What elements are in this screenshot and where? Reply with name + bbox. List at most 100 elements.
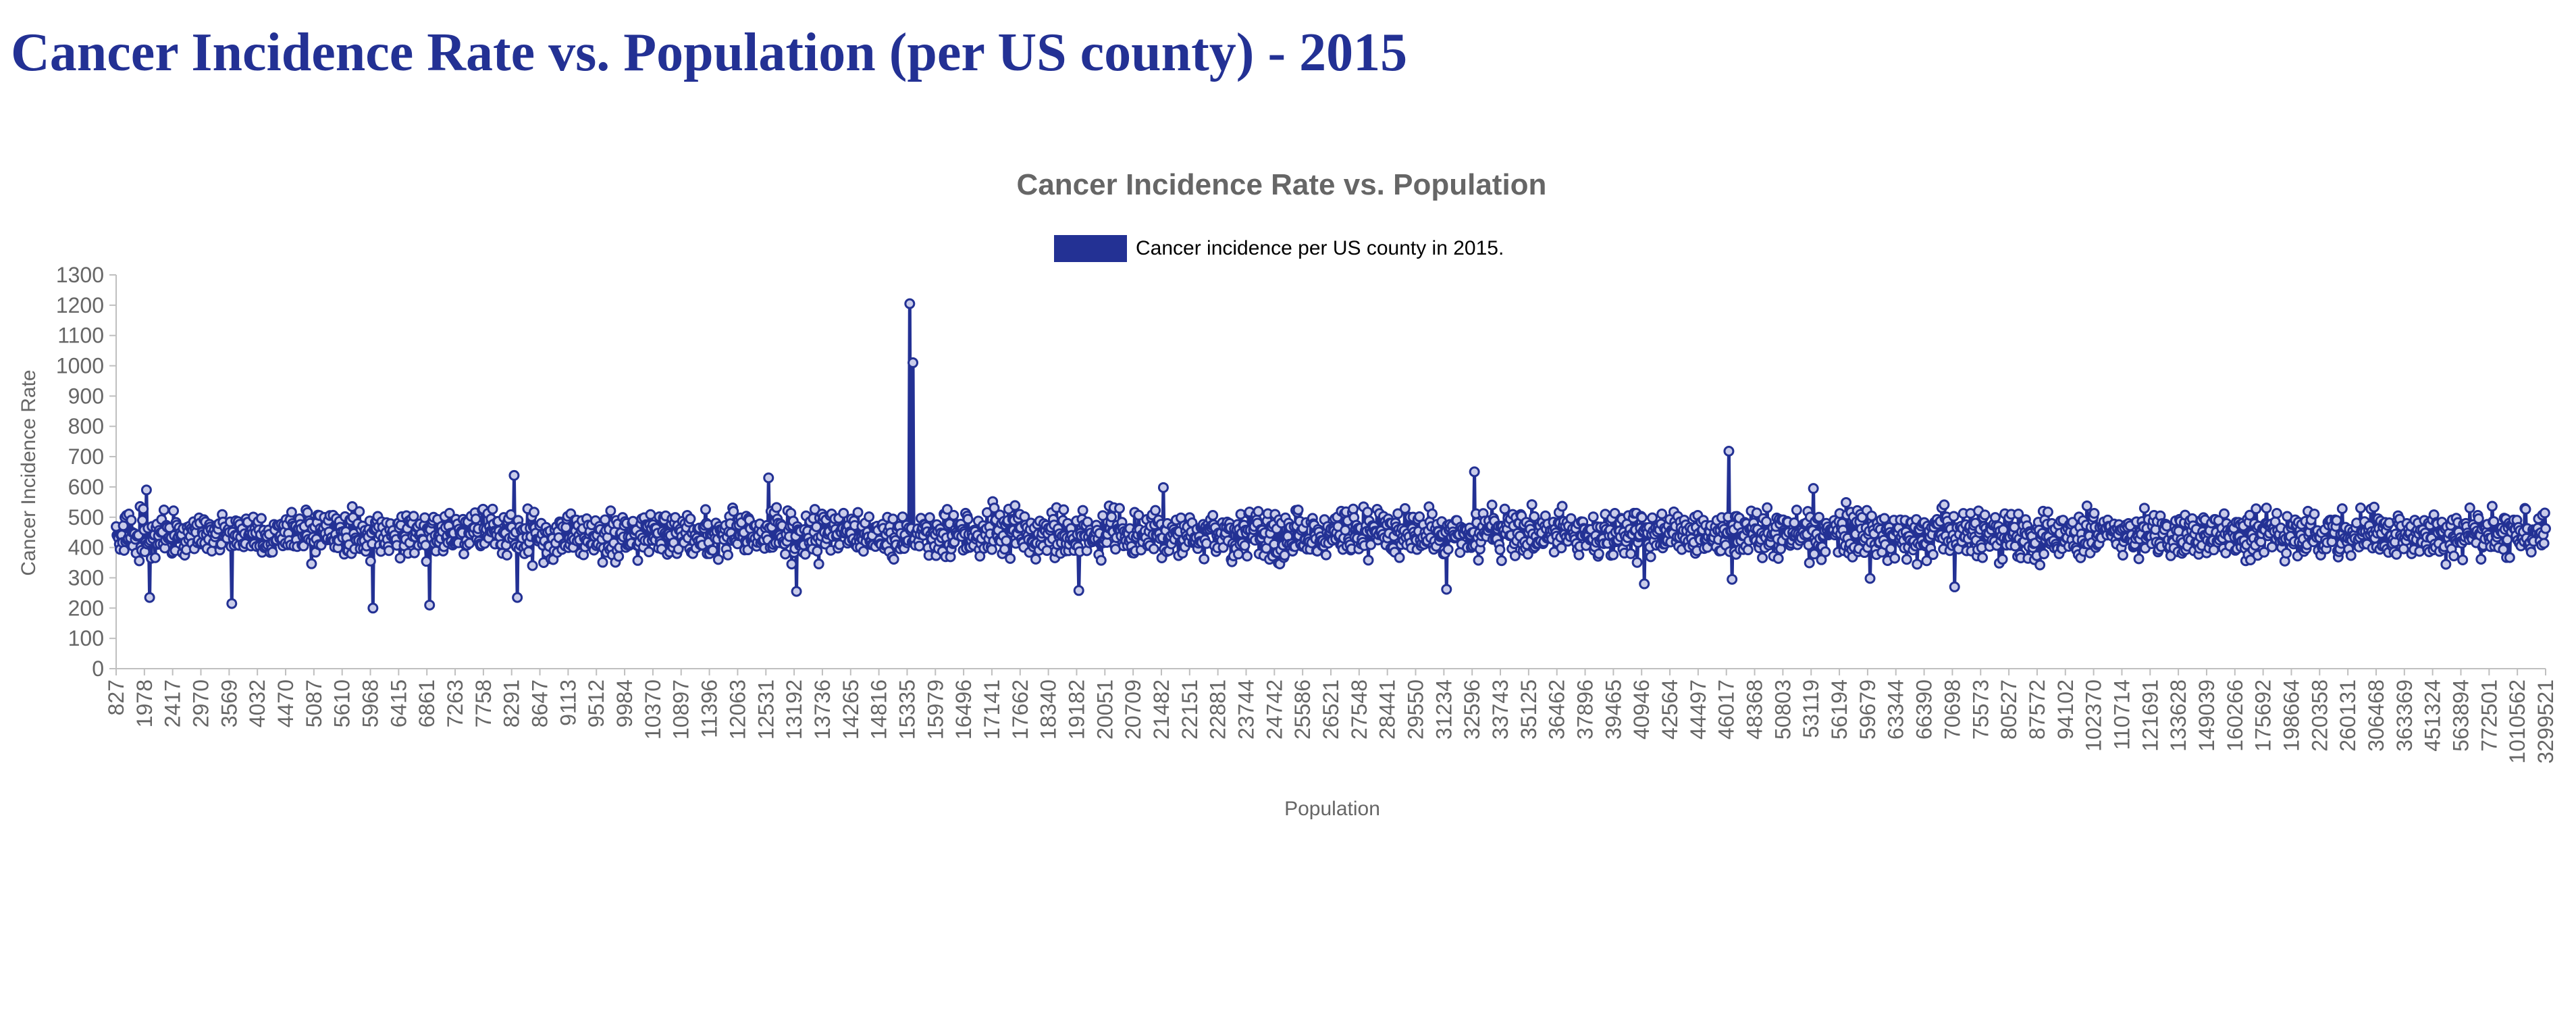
x-tick-label: 23744 (1234, 679, 1258, 740)
data-point (408, 511, 419, 522)
x-tick-label: 175692 (2251, 679, 2276, 752)
x-tick-label: 102370 (2082, 679, 2106, 752)
data-point (1789, 517, 1800, 528)
data-point (2486, 500, 2498, 512)
x-tick-label: 4032 (245, 679, 269, 727)
data-point (1113, 503, 1125, 514)
x-tick-label: 59679 (1856, 679, 1880, 740)
x-tick-label: 46017 (1714, 679, 1739, 740)
data-point (1927, 549, 1939, 561)
data-point (2042, 507, 2053, 518)
x-tick-label: 2417 (161, 679, 185, 727)
x-tick-label: 306468 (2364, 679, 2388, 752)
plot-area (111, 298, 2551, 614)
data-point (1949, 581, 1960, 592)
data-point (501, 549, 512, 561)
data-point (1340, 525, 1351, 536)
x-tick-label: 70698 (1940, 679, 1964, 740)
data-point (1889, 552, 1901, 564)
data-point (1587, 511, 1599, 523)
data-point (2039, 548, 2050, 560)
data-point (999, 544, 1010, 555)
data-point (226, 598, 238, 609)
data-point (1997, 554, 2008, 565)
x-tick-label: 56194 (1827, 679, 1851, 740)
data-point (306, 558, 317, 569)
data-point (523, 546, 534, 557)
x-tick-label: 160266 (2223, 679, 2247, 752)
data-point (2475, 554, 2487, 565)
data-point (2539, 507, 2550, 519)
data-point (1820, 546, 1831, 557)
x-tick-label: 7758 (471, 679, 496, 727)
x-tick-label: 35125 (1517, 679, 1541, 740)
data-point (1529, 511, 1540, 522)
data-point (2336, 503, 2348, 515)
data-point (1593, 548, 1604, 559)
data-point (2013, 509, 2024, 519)
data-point (812, 545, 823, 557)
data-point (354, 506, 365, 517)
data-point (924, 512, 935, 523)
data-point (1772, 552, 1784, 564)
x-tick-label: 18340 (1036, 679, 1061, 740)
data-point (1239, 540, 1251, 551)
data-point (1912, 559, 1923, 570)
x-tick-label: 16496 (951, 679, 976, 740)
y-tick-label: 1200 (56, 293, 104, 317)
data-point (813, 558, 824, 569)
data-point (643, 546, 655, 558)
data-point (302, 507, 313, 518)
data-point (864, 511, 875, 523)
x-tick-label: 25586 (1290, 679, 1315, 740)
data-point (1760, 516, 1772, 528)
x-tick-label: 12063 (725, 679, 750, 740)
legend-label: Cancer incidence per US county in 2015. (1136, 237, 1504, 259)
y-tick-label: 400 (68, 536, 104, 560)
data-point (1636, 512, 1648, 523)
data-point (722, 549, 733, 561)
x-tick-label: 8291 (500, 679, 524, 727)
data-point (1948, 511, 1960, 522)
x-tick-label: 121691 (2138, 679, 2162, 752)
data-point (989, 503, 1000, 514)
data-point (888, 553, 899, 565)
data-point (1441, 584, 1452, 595)
data-point (1866, 510, 1877, 521)
data-point (771, 502, 783, 513)
y-tick-label: 1000 (56, 354, 104, 378)
data-point (1556, 500, 1568, 512)
data-point (2440, 559, 2452, 570)
data-point (1656, 508, 1668, 519)
data-point (852, 507, 864, 518)
data-point (858, 546, 869, 557)
x-tick-label: 32596 (1460, 679, 1484, 740)
data-point (140, 484, 152, 496)
data-point (2345, 550, 2357, 561)
data-point (1030, 553, 1041, 565)
x-tick-label: 5087 (302, 679, 326, 727)
x-tick-label: 31234 (1431, 679, 1456, 740)
series-line (114, 302, 2548, 610)
y-axis-title: Cancer Incidence Rate (18, 369, 40, 575)
x-tick-label: 8647 (528, 679, 552, 727)
data-point (458, 548, 470, 560)
data-point (2457, 554, 2469, 565)
data-point (1365, 539, 1377, 550)
data-point (286, 507, 297, 518)
data-point (144, 592, 155, 603)
x-tick-label: 29550 (1404, 679, 1428, 740)
x-tick-label: 17141 (980, 679, 1004, 740)
data-point (780, 548, 791, 560)
x-tick-label: 1978 (132, 679, 157, 727)
data-point (1473, 555, 1484, 566)
legend[interactable]: Cancer incidence per US county in 2015. (1054, 235, 1504, 262)
y-tick-label: 300 (68, 565, 104, 590)
data-point (632, 555, 643, 566)
data-point (126, 515, 137, 526)
data-point (1363, 555, 1374, 566)
data-point (444, 507, 455, 519)
data-point (1362, 507, 1373, 518)
data-point (2138, 503, 2150, 514)
y-tick-label: 100 (68, 626, 104, 650)
